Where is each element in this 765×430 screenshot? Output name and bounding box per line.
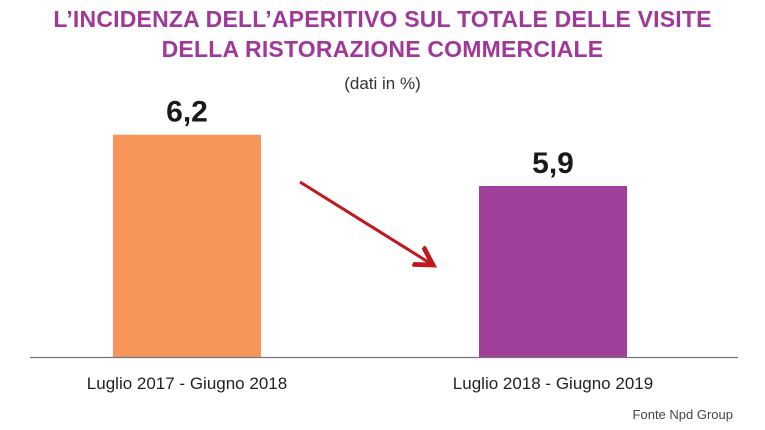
bar-value-label-1: 6,2 [166, 96, 208, 129]
chart-title-line-2: DELLA RISTORAZIONE COMMERCIALE [161, 36, 604, 62]
bar-chart: 6,2 Luglio 2017 - Giugno 2018 5,9 Luglio 20… [30, 96, 738, 393]
source-note: Fonte Npd Group [632, 407, 733, 422]
bar-value-label-2: 5,9 [532, 147, 574, 180]
chart-title-line-1: L’INCIDENZA DELL’APERITIVO SUL TOTALE DE… [53, 6, 712, 32]
category-label-1: Luglio 2017 - Giugno 2018 [87, 374, 287, 393]
chart-title: L’INCIDENZA DELL’APERITIVO SUL TOTALE DE… [0, 4, 765, 64]
chart-subtitle: (dati in %) [344, 74, 421, 93]
bar-2 [479, 186, 627, 357]
category-label-2: Luglio 2018 - Giugno 2019 [453, 374, 653, 393]
bar-1 [113, 134, 261, 357]
trend-arrow [299, 180, 433, 265]
